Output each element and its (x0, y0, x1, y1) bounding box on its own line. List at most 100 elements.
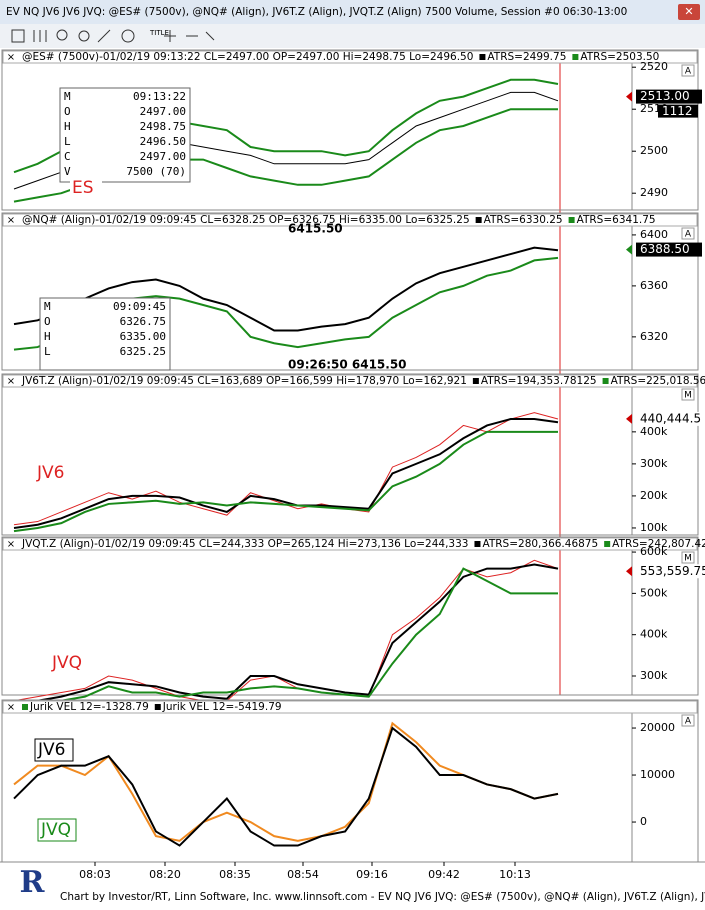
panel-header (2, 700, 698, 714)
toolbar-icons (11, 29, 215, 43)
data-box-key: V (64, 165, 71, 178)
data-box-key: O (44, 315, 51, 328)
tool-icon[interactable] (121, 29, 135, 43)
y-tick-label: 6320 (640, 330, 668, 343)
legend-swatch (604, 541, 611, 547)
y-tick-label: 300k (640, 457, 668, 470)
legend-swatch (572, 54, 579, 60)
close-button[interactable] (678, 4, 700, 20)
legend-swatch (475, 217, 482, 223)
x-tick-label: 08:35 (219, 868, 251, 881)
tool-icon[interactable] (97, 29, 111, 43)
y-tick-label: 20000 (640, 721, 675, 734)
price-tag-label: 6388.50 (640, 242, 690, 256)
panel-frame (1, 373, 699, 536)
data-box-value: 09:13:22 (133, 90, 186, 103)
panel-button-label: A (685, 67, 692, 77)
panel-button-label: A (685, 717, 692, 727)
panel-button-label: M (684, 554, 692, 564)
data-box-value: 6325.25 (120, 345, 166, 358)
price-tag-label: 2513.00 (640, 89, 690, 103)
price-arrow (626, 244, 632, 255)
series-line (13, 563, 559, 706)
y-tick-label: 2500 (640, 144, 668, 157)
data-box-value: 6326.75 (120, 315, 166, 328)
panel-button (681, 714, 695, 727)
tool-icon[interactable] (33, 30, 47, 42)
panel-header-text: @NQ# (Align)-01/02/19 09:09:45 CL=6328.2… (22, 214, 470, 226)
legend-swatch (472, 378, 479, 384)
legend-text: Jurik VEL 12=-5419.79 (162, 701, 282, 713)
data-box-key: C (64, 150, 71, 163)
legend-text: ATRS=242,807.42188 (612, 538, 705, 550)
data-box-value: 7500 (70) (126, 165, 186, 178)
x-tick-label: 08:54 (287, 868, 319, 881)
legend-text: ATRS=194,353.78125 (481, 375, 597, 387)
series-line (13, 418, 559, 529)
panel-label-box (37, 818, 77, 842)
annotation: 6415.50 (288, 222, 343, 236)
toolbar (0, 24, 705, 48)
legend-text: ATRS=6330.25 (484, 214, 563, 226)
series-line (13, 246, 559, 332)
legend-swatch (474, 541, 481, 547)
panel-header (2, 213, 698, 227)
y-tick-label: 400k (640, 425, 668, 438)
volume-tag-label: 1112 (662, 104, 693, 118)
tool-icon[interactable] (78, 30, 90, 42)
annotation: 09:26:50 6415.50 (288, 358, 407, 372)
panel-button-label: M (684, 391, 692, 401)
data-box-value: 2496.50 (140, 135, 186, 148)
price-tag (636, 89, 702, 104)
price-tag (636, 564, 702, 579)
legend-text: ATRS=2503.50 (580, 51, 659, 63)
panel-label: JV6 (36, 463, 64, 483)
y-tick-label: 6360 (640, 279, 668, 292)
series-line (13, 430, 558, 533)
panel-close: × (7, 376, 15, 387)
panel-label: JVQ (40, 820, 71, 840)
toolbar-label[interactable]: TITLE (149, 29, 169, 37)
legend-text: ATRS=280,366.46875 (482, 538, 598, 550)
data-box-key: L (44, 345, 51, 358)
data-box (59, 87, 191, 183)
x-tick-label: 08:20 (149, 868, 181, 881)
price-arrow (626, 91, 632, 102)
series-line (14, 567, 558, 706)
price-tag (636, 411, 702, 426)
panel-close: × (7, 215, 15, 226)
legend-text: ATRS=225,018.5625 (611, 375, 705, 387)
panel-button (681, 64, 695, 77)
y-tick-label: 200k (640, 489, 668, 502)
x-tick-label: 09:16 (356, 868, 388, 881)
tool-icon[interactable] (11, 29, 25, 43)
close-icon: ✕ (684, 5, 693, 18)
legend-text: Jurik VEL 12=-1328.79 (29, 701, 149, 713)
y-tick-label: 600k (640, 545, 668, 558)
panel-header-text: @ES# (7500v)-01/02/19 09:13:22 CL=2497.0… (22, 51, 473, 63)
y-tick-label: 2520 (640, 60, 668, 73)
data-box-value: 2497.00 (140, 105, 186, 118)
tool-icon[interactable] (56, 29, 68, 41)
legend-text: ATRS=6341.75 (577, 214, 656, 226)
y-tick-label: 400k (640, 628, 668, 641)
tool-icon[interactable] (164, 30, 215, 42)
panel-header (2, 537, 698, 551)
panel-label-bg (50, 652, 82, 674)
panel-label-bg (70, 177, 102, 199)
y-tick-label: 500k (640, 586, 668, 599)
data-box-key: H (44, 330, 51, 343)
y-tick-label: 100k (640, 521, 668, 534)
panel-close: × (7, 52, 15, 63)
data-box-key: H (64, 120, 71, 133)
logo (14, 866, 50, 906)
legend-swatch (602, 378, 609, 384)
data-box-key: L (64, 135, 71, 148)
volume-tag (658, 104, 698, 118)
panel-button (681, 388, 695, 401)
panel-button (681, 551, 695, 564)
data-box-key: M (64, 90, 71, 103)
panel-header (2, 50, 698, 64)
logo-letter: R (20, 865, 46, 900)
